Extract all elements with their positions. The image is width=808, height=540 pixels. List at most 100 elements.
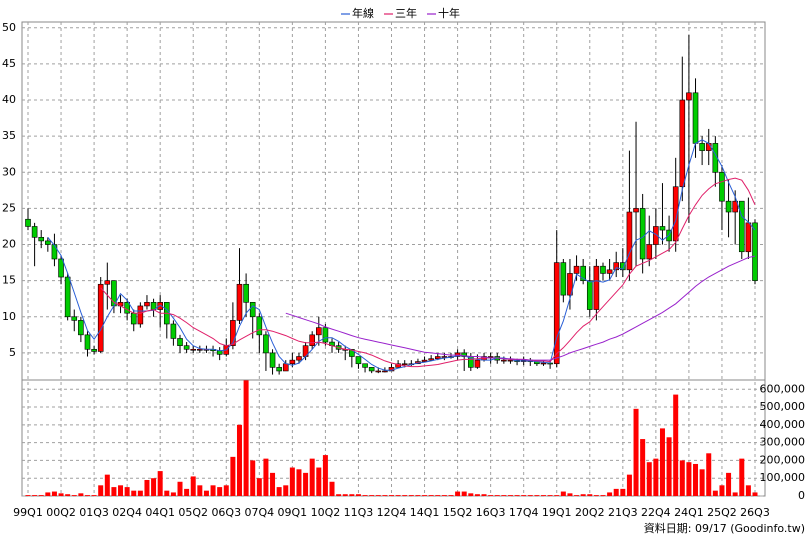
x-tick-label: 17Q4 — [509, 506, 539, 519]
volume-bar — [210, 485, 216, 496]
volume-bar — [243, 380, 249, 496]
candle-body — [573, 265, 580, 274]
candle-body — [216, 350, 223, 355]
candle-body — [600, 265, 606, 274]
candle-body — [144, 302, 150, 307]
volume-bar — [382, 495, 388, 496]
candle-body — [309, 334, 315, 346]
candle-body — [593, 265, 600, 310]
volume-bar — [71, 495, 77, 496]
candle-body — [282, 363, 289, 372]
legend-label: 年線 — [352, 6, 374, 20]
volume-bar — [574, 495, 580, 496]
volume-bar — [342, 494, 348, 496]
volume-bar — [322, 455, 328, 496]
volume-bar — [111, 487, 117, 496]
candle-body — [51, 244, 58, 260]
volume-bar — [395, 495, 401, 496]
candle-body — [289, 359, 296, 365]
volume-bar — [580, 494, 586, 496]
candle-body — [507, 359, 514, 362]
candle-body — [38, 237, 45, 242]
candle-body — [355, 356, 362, 365]
volume-bar — [726, 472, 732, 496]
volume-bar — [659, 428, 665, 496]
x-tick-label: 24Q1 — [674, 506, 704, 519]
candle-body — [375, 370, 382, 373]
volume-bar — [461, 491, 467, 496]
volume-bar — [296, 469, 302, 496]
candle-body — [137, 305, 144, 325]
volume-bar — [554, 495, 560, 496]
volume-bar — [587, 494, 593, 496]
candle-body — [732, 200, 738, 213]
candle-body — [738, 200, 745, 253]
volume-bar — [184, 488, 190, 496]
volume-bar — [666, 437, 672, 496]
candle-body — [553, 262, 560, 365]
y2-tick-label: 100,000 — [760, 471, 806, 484]
volume-bar — [712, 490, 718, 496]
candle-body — [679, 99, 686, 188]
candle-body — [653, 226, 659, 245]
volume-bar — [653, 458, 659, 496]
volume-bar — [607, 492, 613, 496]
volume-bar — [408, 495, 414, 496]
volume-bar — [752, 492, 758, 496]
volume-bar — [303, 472, 309, 496]
volume-bar — [256, 478, 262, 496]
x-tick-label: 02Q4 — [112, 506, 142, 519]
y2-tick-label: 500,000 — [760, 400, 806, 413]
volume-bar — [481, 494, 487, 496]
volume-bar — [679, 460, 685, 496]
volume-bar — [78, 493, 84, 496]
volume-bar — [65, 494, 71, 496]
volume-bar — [197, 485, 203, 496]
volume-bar — [217, 487, 223, 496]
candle-body — [434, 356, 441, 359]
x-tick-label: 09Q1 — [278, 506, 308, 519]
volume-bar — [527, 495, 533, 496]
legend-label: 三年 — [395, 6, 417, 20]
x-tick-label: 04Q1 — [145, 506, 175, 519]
x-tick-label: 10Q2 — [311, 506, 341, 519]
x-tick-label: 06Q3 — [211, 506, 241, 519]
volume-bar — [369, 495, 375, 496]
volume-bar — [309, 458, 315, 496]
volume-bar — [84, 495, 90, 496]
x-tick-label: 99Q1 — [13, 506, 43, 519]
volume-bar — [567, 493, 573, 496]
volume-bar — [177, 481, 183, 496]
volume-bar — [640, 439, 646, 496]
volume-bar — [673, 394, 679, 496]
volume-bar — [455, 491, 461, 496]
volume-bar — [144, 479, 150, 496]
volume-bar — [349, 494, 355, 496]
y-tick-label: 15 — [2, 274, 16, 287]
x-tick-label: 21Q3 — [608, 506, 638, 519]
volume-bar — [118, 485, 124, 496]
candle-body — [567, 273, 573, 296]
x-tick-label: 16Q3 — [476, 506, 506, 519]
candle-body — [586, 280, 593, 310]
candle-body — [626, 211, 633, 271]
volume-bar — [494, 495, 500, 496]
volume-bar — [203, 490, 209, 496]
volume-bar — [514, 495, 520, 496]
volume-bar — [45, 492, 51, 496]
volume-bar — [283, 485, 289, 496]
candle-body — [395, 363, 401, 368]
x-tick-label: 00Q2 — [46, 506, 76, 519]
y2-tick-label: 600,000 — [760, 382, 806, 395]
volume-bar — [124, 487, 130, 496]
candle-body — [183, 345, 190, 350]
volume-bar — [501, 495, 507, 496]
y-tick-label: 5 — [9, 346, 16, 359]
volume-bar — [646, 462, 652, 496]
volume-bar — [719, 485, 725, 496]
volume-bar — [488, 495, 494, 496]
volume-bar — [98, 485, 104, 496]
volume-bar — [474, 494, 480, 496]
volume-bar — [289, 467, 295, 496]
candle-body — [613, 262, 620, 271]
